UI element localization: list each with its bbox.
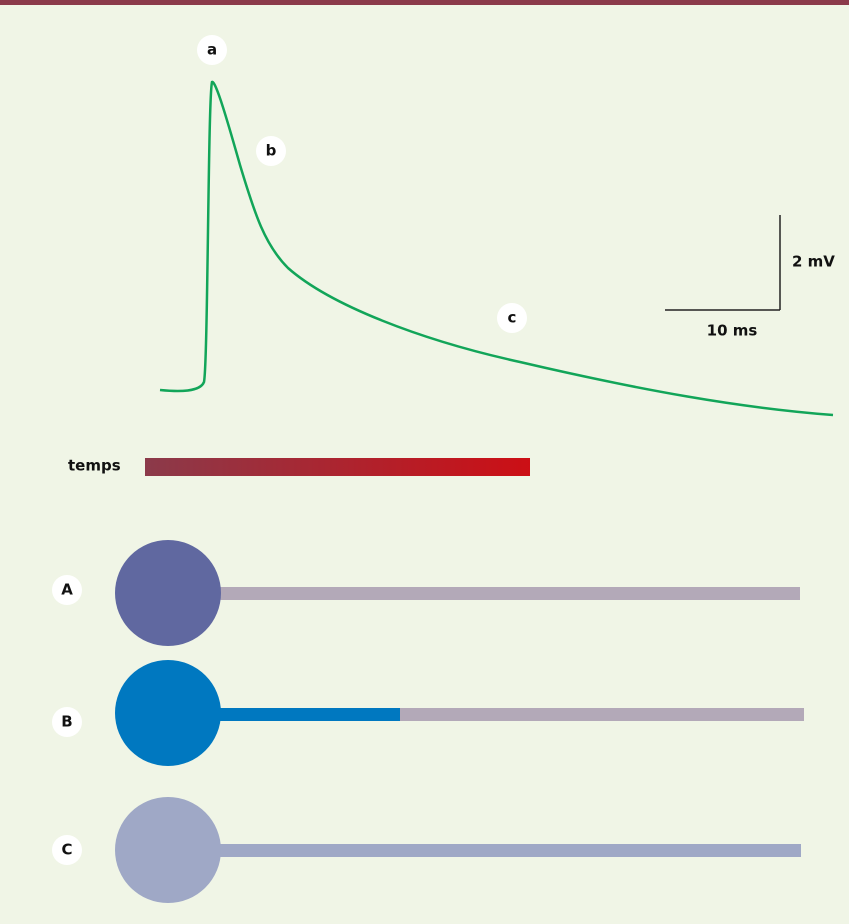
trace-label: c <box>508 309 517 327</box>
soma <box>115 660 221 766</box>
neuron-label: C <box>61 841 72 859</box>
trace-label: b <box>266 142 277 160</box>
axon <box>215 844 801 857</box>
soma <box>115 540 221 646</box>
trace-label: a <box>207 41 217 59</box>
scale-time: 10 ms <box>707 322 758 340</box>
neuron-label: A <box>61 581 73 599</box>
time-bar <box>145 458 530 476</box>
axon <box>215 587 800 600</box>
axon <box>400 708 804 721</box>
neuron-label: B <box>61 713 72 731</box>
diagram: a b c 2 mV 10 ms temps A B C <box>0 0 849 924</box>
time-label: temps <box>68 457 121 475</box>
scale-voltage: 2 mV <box>792 253 835 271</box>
axon-active <box>215 708 400 721</box>
soma <box>115 797 221 903</box>
top-border <box>0 0 849 5</box>
